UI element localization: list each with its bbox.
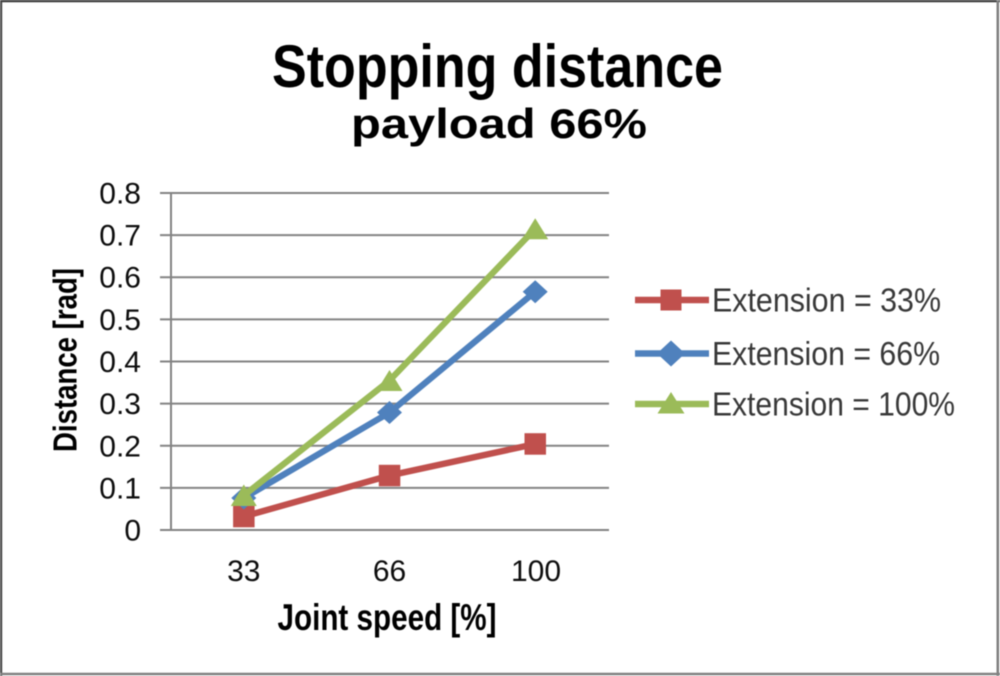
svg-text:payload 66%: payload 66% xyxy=(351,100,647,147)
svg-text:0.4: 0.4 xyxy=(99,346,141,379)
svg-text:0.7: 0.7 xyxy=(99,220,141,253)
svg-text:Stopping distance: Stopping distance xyxy=(272,33,723,100)
svg-text:Extension = 33%: Extension = 33% xyxy=(712,282,941,319)
svg-text:Extension = 100%: Extension = 100% xyxy=(712,386,955,423)
svg-text:33: 33 xyxy=(227,555,260,588)
svg-text:0.6: 0.6 xyxy=(99,262,141,295)
svg-text:0: 0 xyxy=(124,515,141,548)
svg-text:Extension = 66%: Extension = 66% xyxy=(712,335,940,372)
svg-text:66: 66 xyxy=(373,555,406,588)
svg-text:Distance [rad]: Distance [rad] xyxy=(47,268,84,452)
svg-text:0.3: 0.3 xyxy=(99,388,141,421)
svg-text:0.2: 0.2 xyxy=(99,430,141,463)
svg-text:0.1: 0.1 xyxy=(99,472,141,505)
svg-text:0.5: 0.5 xyxy=(99,304,141,337)
svg-text:0.8: 0.8 xyxy=(99,178,141,211)
svg-text:100: 100 xyxy=(511,555,561,588)
svg-text:Joint speed [%]: Joint speed [%] xyxy=(278,597,497,638)
